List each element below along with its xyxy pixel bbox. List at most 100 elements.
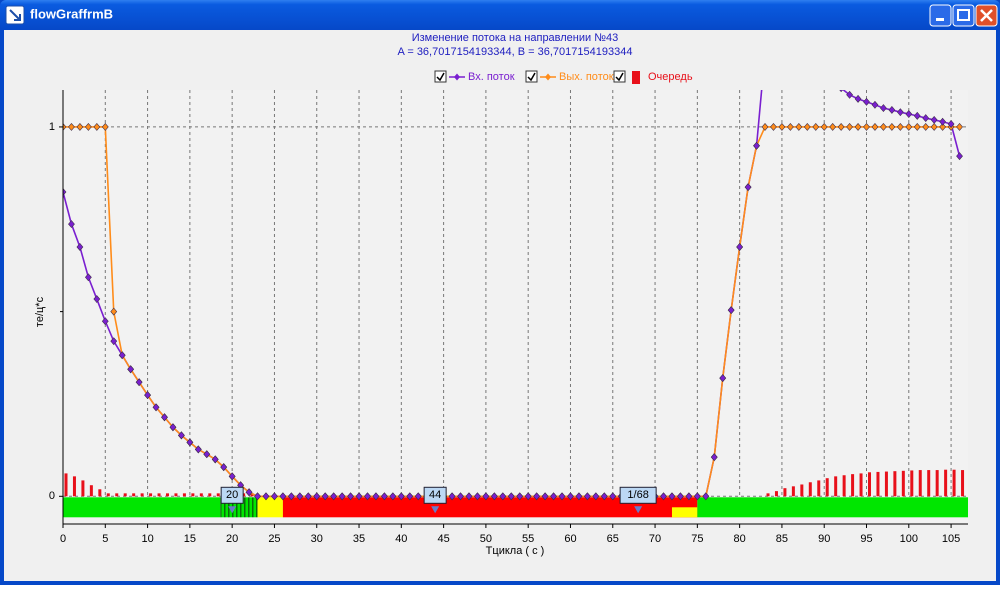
close-glyph	[980, 9, 993, 22]
window-buttons[interactable]	[929, 4, 998, 27]
series-marker	[778, 122, 786, 131]
series-marker	[397, 492, 405, 501]
legend-checkbox[interactable]	[525, 70, 538, 83]
series-marker	[668, 492, 676, 501]
x-tick-label: 80	[734, 533, 746, 545]
plot-background	[63, 90, 968, 524]
series-marker	[871, 122, 879, 131]
queue-bar	[783, 488, 787, 497]
series-marker	[922, 114, 930, 123]
legend-check	[615, 72, 624, 82]
series-marker	[786, 122, 794, 131]
queue-bar	[808, 482, 812, 497]
series-marker	[719, 374, 727, 383]
series-marker	[744, 183, 752, 192]
x-tick-label: 5	[102, 533, 108, 545]
series-marker	[76, 122, 84, 131]
x-tick-label: 0	[60, 533, 66, 545]
series-marker	[127, 365, 135, 374]
queue-bar	[935, 470, 939, 497]
queue-bar	[132, 493, 136, 497]
series-marker	[169, 423, 177, 432]
series-marker	[558, 492, 566, 501]
marker-label: 1/68	[627, 489, 648, 501]
queue-bar	[817, 480, 821, 497]
queue-bar	[791, 486, 795, 497]
maximize-button[interactable]	[952, 4, 975, 27]
series-marker	[161, 413, 168, 422]
queue-bar	[140, 493, 144, 497]
series-marker	[702, 492, 710, 501]
series-marker	[567, 492, 574, 501]
series-marker	[68, 220, 75, 229]
series-marker	[194, 445, 202, 454]
minimize-glyph	[936, 18, 944, 21]
series-marker	[930, 122, 938, 131]
marker-box[interactable]	[220, 486, 244, 504]
queue-bar	[952, 469, 956, 497]
series-marker	[533, 492, 541, 501]
series-marker	[203, 450, 211, 459]
queue-bar	[893, 471, 897, 497]
series-marker	[245, 488, 253, 497]
series-marker	[956, 152, 963, 161]
queue-bar	[64, 473, 68, 497]
marker-arrow	[634, 506, 643, 514]
queue-bar	[191, 493, 195, 497]
series-marker	[355, 492, 363, 501]
marker-box[interactable]	[423, 486, 447, 504]
x-tick-label: 60	[564, 533, 576, 545]
series-marker	[846, 122, 853, 131]
queue-bar	[157, 493, 161, 497]
x-tick-label: 105	[942, 533, 960, 545]
queue-bar	[961, 470, 965, 497]
queue-bar	[901, 470, 905, 497]
x-tick-label: 45	[437, 533, 449, 545]
legend-marker	[454, 73, 460, 81]
series-marker	[516, 492, 524, 501]
series-marker	[863, 97, 870, 106]
maximize-glyph	[957, 9, 970, 21]
phase-band	[63, 497, 221, 518]
queue-bar	[149, 493, 153, 497]
series-marker	[279, 492, 287, 501]
legend-checkbox[interactable]	[434, 70, 447, 83]
title-bar	[0, 0, 1000, 30]
queue-bar	[842, 475, 846, 497]
legend-checkbox[interactable]	[613, 70, 626, 83]
phase-band	[257, 497, 283, 518]
chart-title: Изменение потока на направлении №43	[412, 32, 619, 44]
queue-bar	[918, 470, 922, 497]
series-marker	[63, 122, 67, 131]
x-tick-label: 55	[522, 533, 534, 545]
queue-bar	[165, 493, 169, 497]
x-tick-label: 25	[268, 533, 280, 545]
series-marker	[795, 122, 803, 131]
series-marker	[710, 453, 718, 462]
queue-bar	[834, 476, 838, 497]
series-marker	[262, 492, 270, 501]
marker-box[interactable]	[619, 486, 657, 504]
plot: 0 5 10 15 20 25 30 35 40 45 50 55 60 65 70 75 80 85 90 95 10…	[49, 90, 968, 545]
series-marker	[905, 110, 913, 118]
series-marker	[304, 492, 312, 501]
series-marker	[550, 492, 557, 501]
series-marker	[144, 391, 151, 400]
minimize-button[interactable]	[929, 4, 952, 27]
series-marker	[364, 492, 371, 501]
queue-bar	[216, 493, 220, 497]
series-marker	[820, 122, 828, 131]
queue-bar	[910, 470, 914, 497]
series-marker	[871, 100, 879, 109]
series-marker	[829, 122, 837, 131]
queue-bar	[182, 493, 186, 497]
series-marker	[110, 307, 118, 316]
queue-bar	[174, 493, 178, 497]
queue-bar	[115, 493, 119, 497]
queue-bar	[89, 485, 93, 497]
series-marker	[347, 492, 354, 501]
x-tick-label: 20	[226, 533, 238, 545]
series-marker	[254, 492, 261, 501]
series-marker	[93, 122, 101, 131]
